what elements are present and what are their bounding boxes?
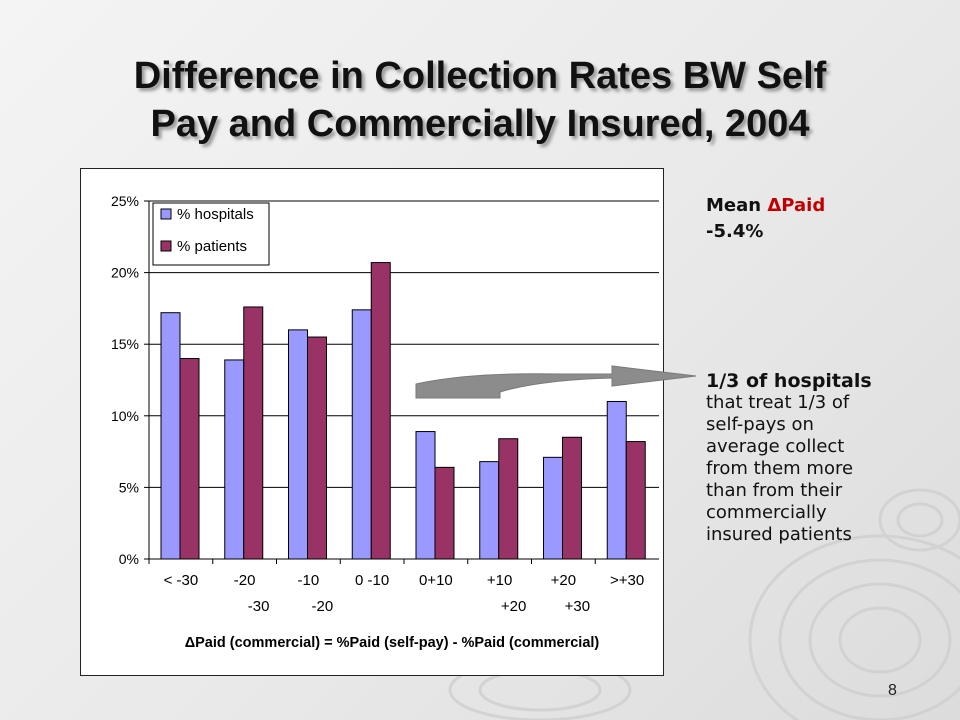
note-heading: 1/3 of hospitals [706, 370, 872, 392]
legend-label: % hospitals [177, 206, 254, 223]
bar-chart: 0% 5% 10% 15% 20% 25% < -30 -20 -30 -10 -20 0 -10 0+… [111, 193, 659, 651]
legend-label: % patients [177, 238, 247, 255]
note-line-2: self-pays on [706, 414, 814, 435]
mean-value: -5.4% [706, 221, 764, 242]
x-tick-label: +10 [487, 572, 512, 589]
x-tick-label: 0 -10 [355, 572, 389, 589]
y-tick-label: 0% [119, 551, 139, 567]
y-tick-label: 20% [111, 265, 139, 281]
note-line-4: from them more [706, 458, 854, 479]
arrow-shape [415, 365, 697, 399]
x-tick-label: 0+10 [419, 572, 453, 589]
bar-patients [434, 466, 455, 560]
chart-frame: 0% 5% 10% 15% 20% 25% < -30 -20 -30 -10 -20 0 -10 0+… [80, 168, 664, 676]
legend-swatch [160, 240, 172, 252]
x-tick-label: < -30 [164, 572, 199, 589]
mean-delta-label: ΔPaid [767, 195, 826, 216]
x-tick-label: -30 [248, 598, 270, 615]
y-tick-label: 5% [119, 479, 139, 495]
hospitals-note: 1/3 of hospitals that treat 1/3 of self-… [706, 370, 936, 546]
slide-title-line-2: Pay and Commercially Insured, 2004 [150, 103, 810, 145]
y-tick-label: 25% [111, 193, 139, 209]
legend-box [152, 202, 270, 266]
mean-paid-annotation: Mean ΔPaid -5.4% [706, 195, 825, 243]
slide-title: Difference in Collection Rates BW Self P… [40, 52, 920, 148]
x-axis-label: ΔPaid (commercial) = %Paid (self-pay) - … [185, 635, 600, 651]
slide-title-line-1: Difference in Collection Rates BW Self [133, 55, 827, 97]
note-line-5: than from their [706, 480, 843, 501]
bar-patients [625, 441, 646, 560]
bar-patients [307, 336, 327, 560]
bar-patients [498, 438, 519, 560]
bar-patients [370, 262, 391, 560]
bar-patients [179, 358, 200, 560]
x-tick-label: +20 [551, 572, 576, 589]
x-tick-label: +20 [501, 598, 526, 615]
note-line-3: average collect [706, 436, 845, 457]
y-tick-label: 15% [111, 336, 139, 352]
page-number: 8 [888, 682, 897, 699]
note-line-7: insured patients [706, 524, 852, 545]
bar-patients [243, 306, 264, 560]
x-tick-label: -20 [234, 572, 256, 589]
y-tick-label: 10% [111, 408, 139, 424]
x-tick-label: -20 [312, 598, 334, 615]
x-tick-label: -10 [298, 572, 320, 589]
x-tick-label: >+30 [610, 572, 644, 589]
note-line-1: that treat 1/3 of [706, 392, 850, 413]
mean-label: Mean [706, 195, 768, 216]
bar-patients [562, 436, 582, 560]
x-tick-label: +30 [565, 598, 590, 615]
note-line-6: commercially [706, 502, 827, 523]
legend-swatch [160, 208, 172, 220]
